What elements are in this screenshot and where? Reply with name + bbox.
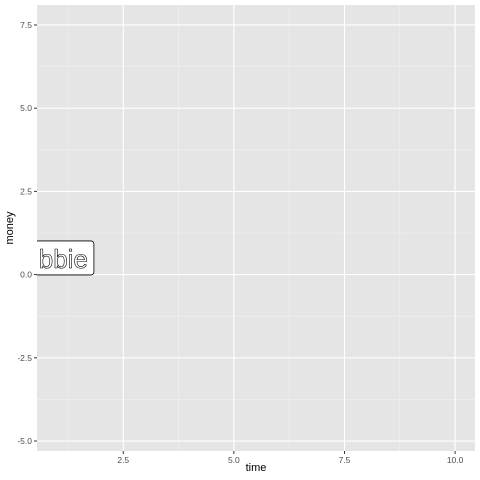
plot-panel bbox=[37, 5, 475, 451]
point-label-box bbox=[37, 240, 95, 276]
major-gridlines bbox=[37, 5, 475, 451]
x-axis-ticks: 2.5 5.0 7.5 10.0 bbox=[117, 451, 464, 465]
y-axis-ticks: -5.0 -2.5 0.0 2.5 5.0 7.5 bbox=[17, 20, 37, 446]
y-tick-label: -5.0 bbox=[17, 436, 32, 446]
point-label-text: bbie bbox=[39, 244, 88, 274]
y-tick-label: 0.0 bbox=[20, 270, 32, 280]
point-label: bbie bbox=[37, 240, 95, 276]
minor-gridlines bbox=[37, 5, 475, 451]
y-tick-label: -2.5 bbox=[17, 353, 32, 363]
y-axis-title: money bbox=[4, 211, 16, 245]
x-tick-label: 7.5 bbox=[339, 455, 351, 465]
x-tick-label: 2.5 bbox=[117, 455, 129, 465]
y-tick-label: 5.0 bbox=[20, 103, 32, 113]
x-tick-label: 5.0 bbox=[228, 455, 240, 465]
y-tick-label: 7.5 bbox=[20, 20, 32, 30]
x-tick-label: 10.0 bbox=[447, 455, 464, 465]
data-marks: bbie bbox=[37, 240, 95, 276]
x-axis-title: time bbox=[246, 462, 267, 474]
y-tick-label: 2.5 bbox=[20, 186, 32, 196]
